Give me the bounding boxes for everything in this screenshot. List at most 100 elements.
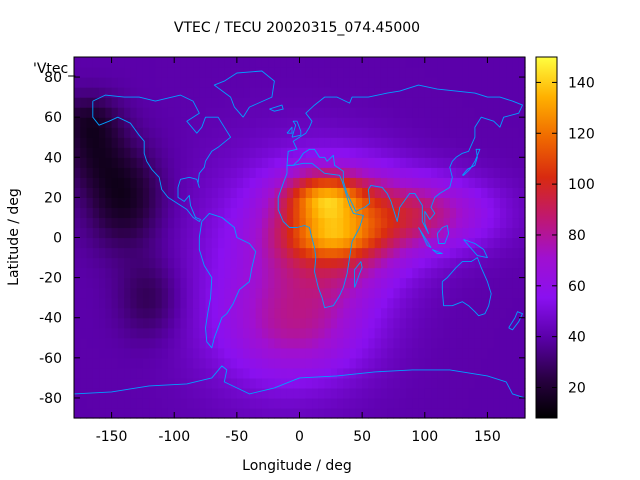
heatmap-cell [499, 87, 507, 98]
heatmap-cell [268, 377, 276, 389]
heatmap-cell [99, 107, 106, 118]
heatmap-cell [286, 287, 294, 299]
heatmap-cell [456, 157, 463, 168]
heatmap-cell [74, 127, 81, 138]
heatmap-cell [418, 257, 426, 269]
heatmap-cell [493, 157, 501, 168]
heatmap-cell [261, 107, 269, 118]
heatmap-cell [255, 347, 263, 359]
heatmap-cell [205, 307, 213, 319]
heatmap-cell [456, 387, 463, 399]
heatmap-cells [74, 57, 526, 419]
heatmap-cell [249, 317, 257, 329]
heatmap-cell [236, 287, 244, 299]
heatmap-cell [355, 407, 363, 419]
heatmap-cell [280, 337, 288, 349]
heatmap-cell [393, 257, 401, 269]
heatmap-cell [493, 137, 501, 148]
heatmap-cell [193, 357, 200, 369]
heatmap-cell [218, 197, 225, 209]
heatmap-cell [224, 287, 232, 299]
heatmap-cell [424, 357, 432, 369]
heatmap-cell [499, 107, 507, 118]
heatmap-cell [499, 137, 507, 148]
heatmap-cell [211, 77, 219, 88]
heatmap-cell [312, 57, 319, 68]
heatmap-cell [105, 407, 113, 419]
heatmap-cell [312, 287, 319, 299]
heatmap-cell [343, 307, 351, 319]
heatmap-cell [249, 127, 257, 138]
heatmap-cell [155, 157, 163, 168]
heatmap-cell [249, 167, 257, 178]
heatmap-cell [142, 327, 150, 339]
heatmap-cell [343, 357, 351, 369]
heatmap-cell [280, 177, 288, 188]
heatmap-cell [280, 107, 288, 118]
heatmap-cell [437, 267, 445, 279]
y-tick-label: -60 [39, 351, 62, 367]
heatmap-cell [305, 397, 313, 409]
heatmap-cell [255, 187, 263, 198]
heatmap-cell [418, 157, 426, 168]
heatmap-cell [424, 307, 432, 319]
heatmap-cell [337, 257, 344, 269]
heatmap-cell [199, 167, 207, 178]
heatmap-cell [299, 377, 307, 389]
heatmap-cell [330, 397, 338, 409]
heatmap-cell [205, 297, 213, 309]
heatmap-cell [174, 257, 182, 269]
heatmap-cell [380, 367, 388, 379]
heatmap-cell [130, 187, 138, 198]
heatmap-cell [424, 397, 432, 409]
heatmap-cell [243, 167, 250, 178]
heatmap-cell [343, 117, 351, 128]
heatmap-cell [236, 197, 244, 209]
heatmap-cell [155, 97, 163, 108]
heatmap-cell [218, 207, 225, 219]
heatmap-cell [318, 207, 326, 219]
heatmap-cell [117, 107, 125, 118]
heatmap-cell [299, 307, 307, 319]
heatmap-cell [512, 307, 520, 319]
heatmap-cell [337, 167, 344, 178]
heatmap-cell [330, 347, 338, 359]
heatmap-cell [236, 127, 244, 138]
heatmap-cell [193, 207, 200, 219]
heatmap-cell [236, 107, 244, 118]
heatmap-cell [149, 227, 157, 239]
heatmap-cell [74, 367, 81, 379]
heatmap-cell [92, 127, 100, 138]
heatmap-cell [318, 257, 326, 269]
heatmap-cell [155, 307, 163, 319]
heatmap-cell [255, 237, 263, 249]
heatmap-cell [117, 287, 125, 299]
heatmap-cell [456, 257, 463, 269]
heatmap-cell [280, 117, 288, 128]
heatmap-cell [205, 127, 213, 138]
heatmap-cell [161, 147, 169, 158]
heatmap-cell [167, 107, 175, 118]
heatmap-cell [211, 127, 219, 138]
heatmap-cell [199, 257, 207, 269]
x-axis-label: Longitude / deg [242, 458, 352, 474]
heatmap-cell [293, 357, 301, 369]
heatmap-cell [274, 67, 282, 78]
heatmap-cell [230, 177, 238, 188]
heatmap-cell [74, 237, 81, 249]
heatmap-cell [136, 377, 144, 389]
heatmap-cell [117, 397, 125, 409]
heatmap-cell [161, 377, 169, 389]
heatmap-cell [124, 347, 131, 359]
heatmap-cell [506, 317, 514, 329]
y-tick-label: 40 [44, 150, 62, 166]
heatmap-cell [330, 67, 338, 78]
heatmap-cell [280, 397, 288, 409]
heatmap-cell [211, 407, 219, 419]
heatmap-cell [74, 217, 81, 229]
heatmap-cell [374, 237, 382, 249]
heatmap-cell [424, 247, 432, 259]
heatmap-cell [130, 277, 138, 289]
heatmap-cell [167, 77, 175, 88]
